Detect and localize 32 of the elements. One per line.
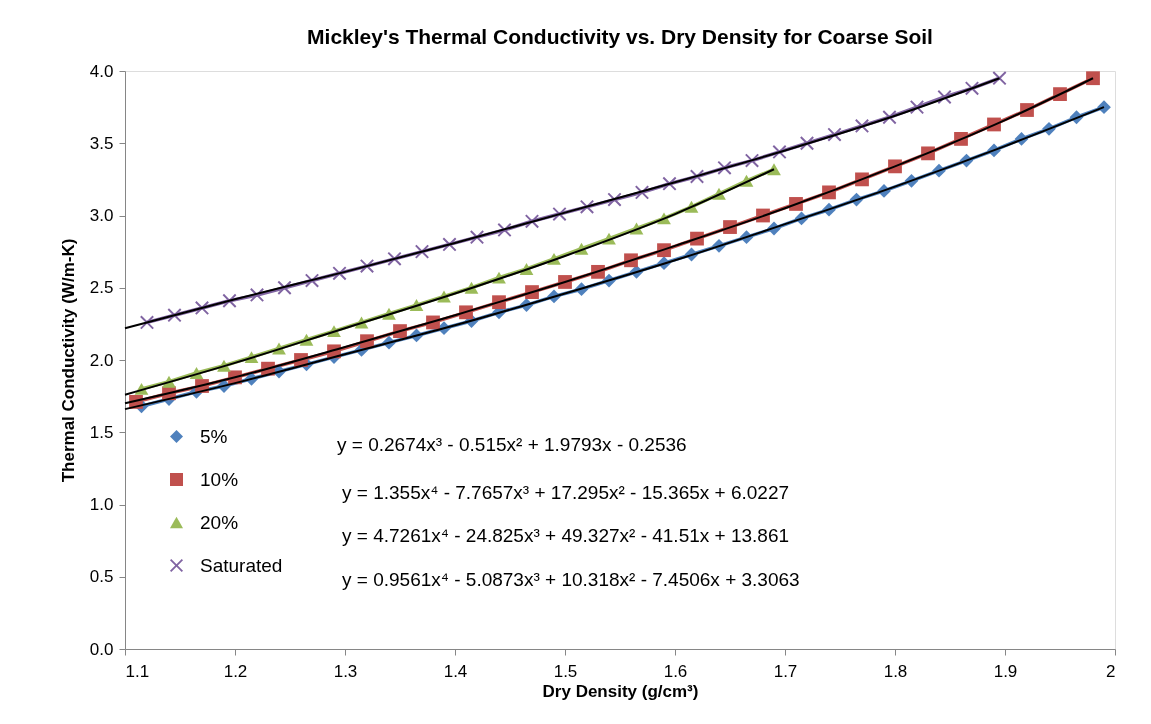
y-tick-label: 3.0	[89, 206, 114, 225]
x-tick-label: 1.6	[663, 661, 688, 681]
legend-label: 10%	[200, 468, 239, 490]
x-tick-label: 1.8	[883, 661, 908, 681]
y-tick-label: 3.5	[89, 133, 114, 153]
x-tick-label: 1.7	[773, 661, 798, 681]
y-tick-label: 0.5	[89, 567, 114, 587]
y-tick-label: 0.0	[89, 639, 114, 659]
legend-label: 20%	[200, 511, 239, 533]
x-tick-label: 2	[1106, 661, 1116, 681]
chart-title: Mickley's Thermal Conductivity vs. Dry Density for Coarse Soil	[307, 25, 933, 48]
y-tick-label: 2.5	[89, 278, 114, 298]
x-tick-label: 1.1	[125, 661, 150, 681]
x-tick-label: 1.3	[333, 661, 358, 681]
x-tick-label: 1.2	[223, 661, 248, 681]
y-tick-label: 1.0	[89, 495, 114, 514]
point	[1086, 71, 1100, 86]
y-tick-label: 2.0	[89, 350, 114, 370]
y-tick-label: 1.5	[89, 422, 114, 442]
annotation: y = 4.7261x⁴ - 24.825x³ + 49.327x² - 41.51x + 13.861	[342, 525, 790, 547]
point	[992, 71, 1007, 86]
annotation: y = 1.355x⁴ - 7.7657x³ + 17.295x² - 15.365x + 6.0227	[342, 481, 790, 503]
x-axis-title: Dry Density (g/cm³)	[542, 681, 699, 701]
y-axis-title: Thermal Conductivity (W/m-K)	[58, 238, 78, 483]
y-tick-label: 4.0	[89, 61, 114, 81]
x-tick-label: 1.9	[993, 661, 1018, 681]
x-tick-label: 1.5	[553, 661, 578, 681]
annotation: y = 0.2674x³ - 0.515x² + 1.9793x - 0.2536	[337, 434, 687, 455]
legend-label: 5%	[200, 425, 228, 447]
x-tick-label: 1.4	[443, 661, 468, 681]
legend-label: Saturated	[200, 554, 283, 576]
annotation: y = 0.9561x⁴ - 5.0873x³ + 10.318x² - 7.4506x + 3.3063	[342, 568, 800, 590]
